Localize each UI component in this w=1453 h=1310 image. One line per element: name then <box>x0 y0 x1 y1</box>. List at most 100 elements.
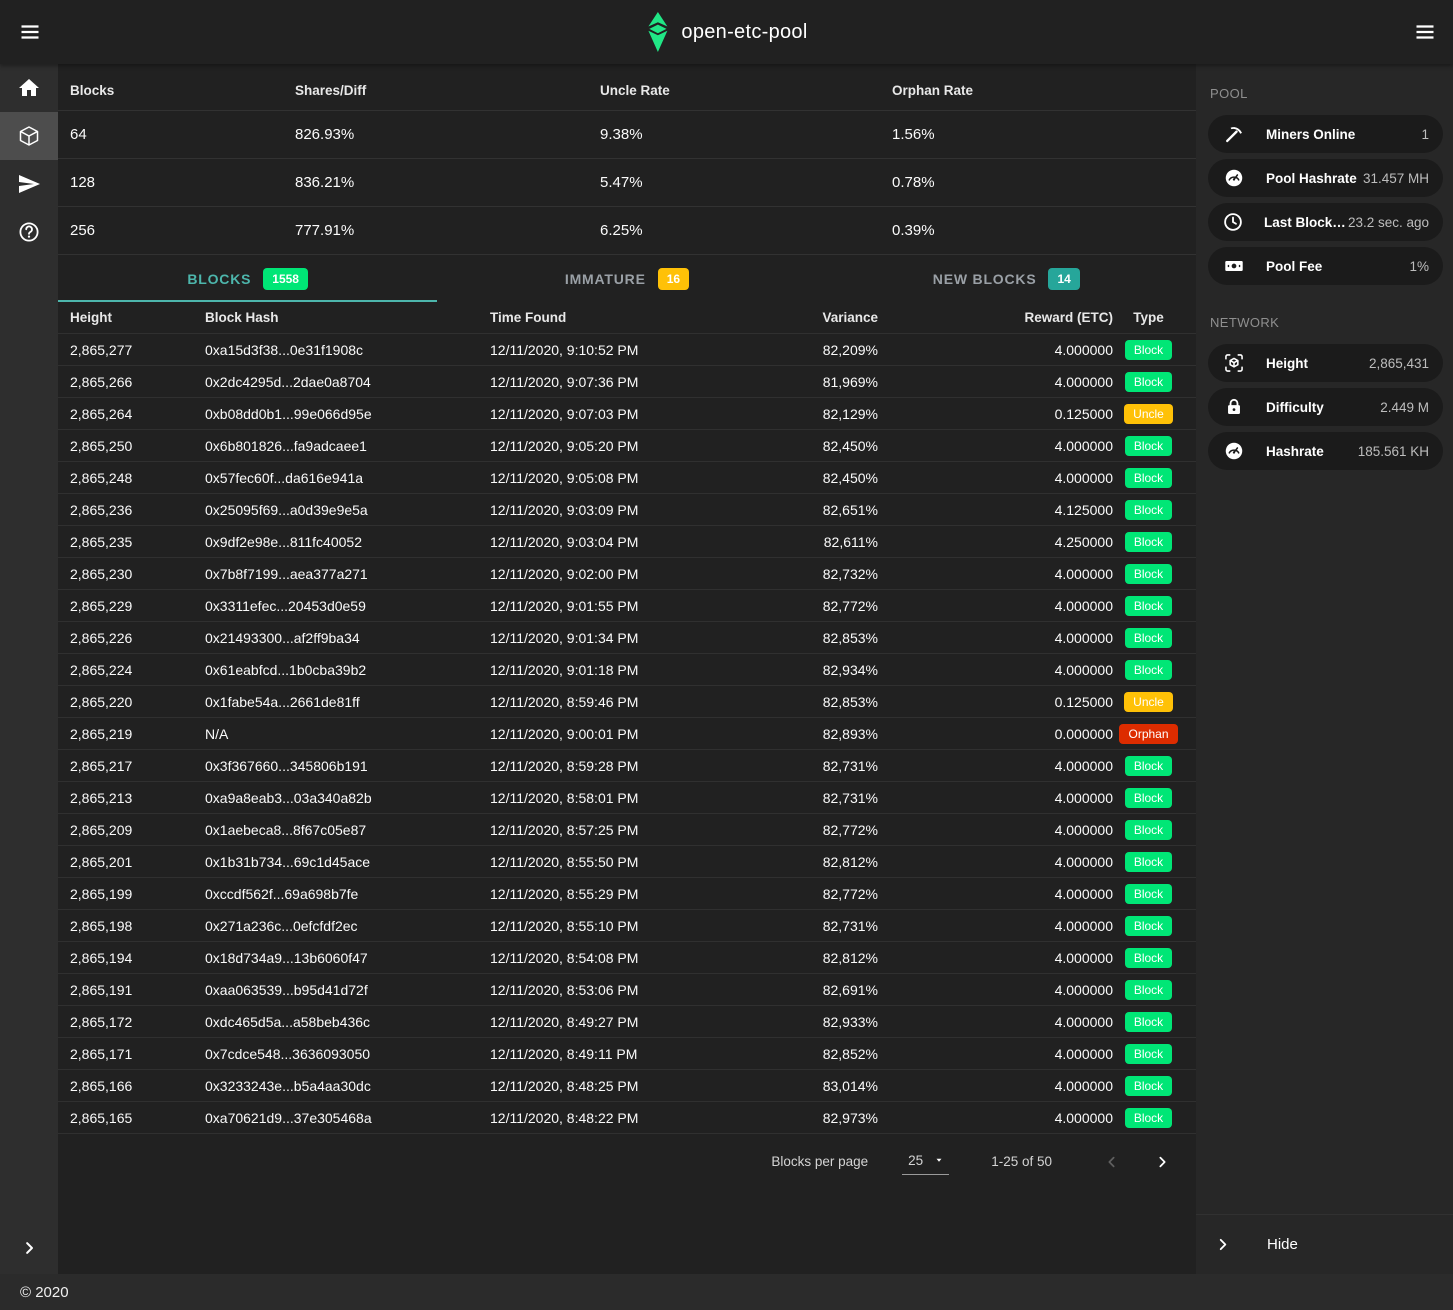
type-cell: Block <box>1113 564 1184 584</box>
height-cell: 2,865,194 <box>70 950 205 966</box>
sidebar-item-home[interactable] <box>0 64 58 112</box>
stats-col-blocks: Blocks <box>70 83 295 98</box>
variance-cell: 82,731% <box>758 790 878 806</box>
table-row: 2,865,235 0x9df2e98e...811fc40052 12/11/… <box>58 525 1196 557</box>
table-row: 2,865,199 0xccdf562f...69a698b7fe 12/11/… <box>58 877 1196 909</box>
height-cell: 2,865,191 <box>70 982 205 998</box>
height-cell: 2,865,236 <box>70 502 205 518</box>
variance-cell: 82,731% <box>758 918 878 934</box>
time-found-cell: 12/11/2020, 8:48:22 PM <box>490 1110 758 1126</box>
reward-cell: 0.125000 <box>878 694 1113 710</box>
stats-row: 128 836.21% 5.47% 0.78% <box>58 158 1196 206</box>
block-hash-cell: 0x271a236c...0efcfdf2ec <box>205 918 490 934</box>
block-hash-cell: 0x61eabfcd...1b0cba39b2 <box>205 662 490 678</box>
sidebar-item-payments[interactable] <box>0 160 58 208</box>
chevron-right-icon <box>1214 1236 1231 1253</box>
type-badge: Block <box>1125 340 1172 360</box>
variance-cell: 82,209% <box>758 342 878 358</box>
reward-cell: 4.000000 <box>878 1110 1113 1126</box>
block-tabs: BLOCKS 1558 IMMATURE 16 NEW BLOCKS 14 <box>58 254 1196 302</box>
sidebar-item-blocks[interactable] <box>0 112 58 160</box>
tab-immature-label: IMMATURE <box>565 271 646 287</box>
help-icon <box>17 220 41 244</box>
lock-icon <box>1222 395 1246 419</box>
block-hash-cell: 0x1aebeca8...8f67c05e87 <box>205 822 490 838</box>
block-hash-cell: 0x7cdce548...3636093050 <box>205 1046 490 1062</box>
variance-cell: 82,732% <box>758 566 878 582</box>
block-hash-cell: 0x1fabe54a...2661de81ff <box>205 694 490 710</box>
type-cell: Block <box>1113 500 1184 520</box>
pool-stat-label: Pool Hashrate <box>1266 171 1357 186</box>
time-found-cell: 12/11/2020, 8:55:29 PM <box>490 886 758 902</box>
tab-new-blocks[interactable]: NEW BLOCKS 14 <box>817 255 1196 302</box>
right-sidebar-filler <box>1208 476 1443 1214</box>
block-hash-cell: 0x6b801826...fa9adcaee1 <box>205 438 490 454</box>
brand: open-etc-pool <box>645 0 807 64</box>
type-badge: Block <box>1125 468 1172 488</box>
height-cell: 2,865,220 <box>70 694 205 710</box>
block-hash-cell: 0x21493300...af2ff9ba34 <box>205 630 490 646</box>
stats-uncle-rate-cell: 5.47% <box>600 174 892 191</box>
time-found-cell: 12/11/2020, 9:05:20 PM <box>490 438 758 454</box>
pagination: Blocks per page 25 1-25 of 50 <box>58 1133 1196 1189</box>
prev-page-button[interactable] <box>1096 1146 1128 1178</box>
sidebar-item-help[interactable] <box>0 208 58 256</box>
height-cell: 2,865,172 <box>70 1014 205 1030</box>
reward-cell: 4.000000 <box>878 886 1113 902</box>
main-content: Blocks Shares/Diff Uncle Rate Orphan Rat… <box>58 64 1196 1274</box>
variance-cell: 82,772% <box>758 598 878 614</box>
tab-blocks[interactable]: BLOCKS 1558 <box>58 255 437 302</box>
sidebar-spacer <box>0 256 58 1222</box>
time-found-cell: 12/11/2020, 9:05:08 PM <box>490 470 758 486</box>
pool-stat-label: Miners Online <box>1266 127 1355 142</box>
network-stat-value: 185.561 KH <box>1358 444 1429 459</box>
reward-cell: 4.250000 <box>878 534 1113 550</box>
height-cell: 2,865,229 <box>70 598 205 614</box>
type-badge: Block <box>1125 756 1172 776</box>
hide-label: Hide <box>1267 1236 1298 1253</box>
variance-cell: 82,772% <box>758 822 878 838</box>
block-hash-cell: 0x57fec60f...da616e941a <box>205 470 490 486</box>
col-block-hash: Block Hash <box>205 310 490 325</box>
per-page-select[interactable]: 25 <box>902 1149 949 1175</box>
table-row: 2,865,224 0x61eabfcd...1b0cba39b2 12/11/… <box>58 653 1196 685</box>
height-cell: 2,865,266 <box>70 374 205 390</box>
height-cell: 2,865,198 <box>70 918 205 934</box>
table-row: 2,865,171 0x7cdce548...3636093050 12/11/… <box>58 1037 1196 1069</box>
send-icon <box>17 172 41 196</box>
blocks-table: Height Block Hash Time Found Variance Re… <box>58 302 1196 1133</box>
reward-cell: 0.125000 <box>878 406 1113 422</box>
variance-cell: 82,450% <box>758 438 878 454</box>
table-row: 2,865,229 0x3311efec...20453d0e59 12/11/… <box>58 589 1196 621</box>
height-cell: 2,865,166 <box>70 1078 205 1094</box>
block-hash-cell: 0xa70621d9...37e305468a <box>205 1110 490 1126</box>
menu-icon[interactable] <box>10 12 50 52</box>
network-stat-hashrate: Hashrate 185.561 KH <box>1208 432 1443 470</box>
type-badge: Block <box>1125 948 1172 968</box>
block-hash-cell: 0x18d734a9...13b6060f47 <box>205 950 490 966</box>
next-page-button[interactable] <box>1146 1146 1178 1178</box>
reward-cell: 4.000000 <box>878 598 1113 614</box>
type-cell: Block <box>1113 916 1184 936</box>
time-found-cell: 12/11/2020, 8:57:25 PM <box>490 822 758 838</box>
time-found-cell: 12/11/2020, 8:54:08 PM <box>490 950 758 966</box>
reward-cell: 0.000000 <box>878 726 1113 742</box>
chevron-right-icon <box>20 1239 38 1257</box>
col-type: Type <box>1113 310 1184 325</box>
reward-cell: 4.000000 <box>878 1046 1113 1062</box>
tab-blocks-label: BLOCKS <box>187 271 251 287</box>
type-cell: Block <box>1113 660 1184 680</box>
type-cell: Block <box>1113 820 1184 840</box>
table-row: 2,865,165 0xa70621d9...37e305468a 12/11/… <box>58 1101 1196 1133</box>
tab-immature[interactable]: IMMATURE 16 <box>437 255 816 302</box>
tab-blocks-badge: 1558 <box>263 268 308 290</box>
reward-cell: 4.125000 <box>878 502 1113 518</box>
hide-sidebar-button[interactable]: Hide <box>1196 1214 1453 1274</box>
type-badge: Block <box>1125 596 1172 616</box>
stats-orphan-rate-cell: 0.39% <box>892 222 1184 239</box>
expand-sidebar-button[interactable] <box>0 1222 58 1274</box>
menu-icon-right[interactable] <box>1405 12 1445 52</box>
network-stat-difficulty: Difficulty 2.449 M <box>1208 388 1443 426</box>
type-cell: Block <box>1113 884 1184 904</box>
app-title: open-etc-pool <box>681 21 807 44</box>
